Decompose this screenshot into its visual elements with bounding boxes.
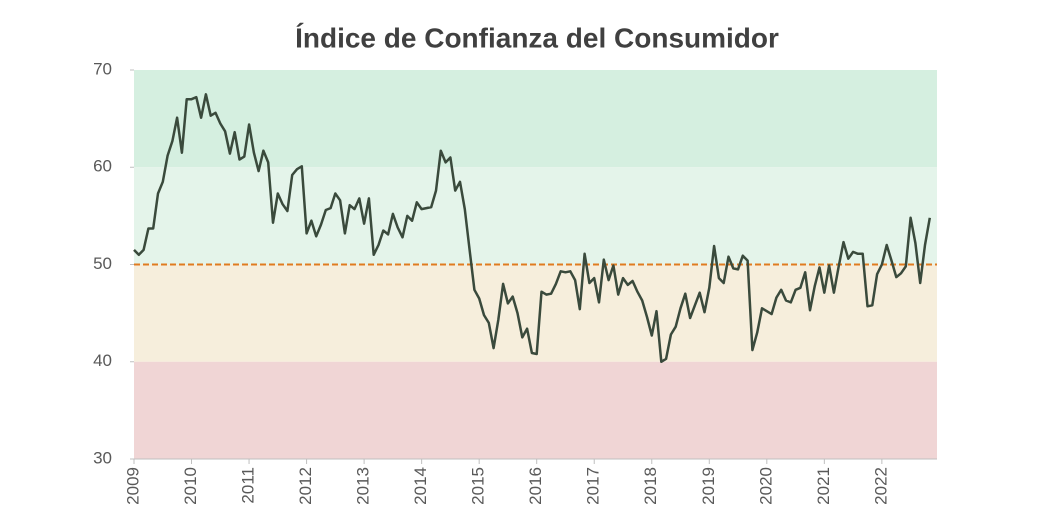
x-tick-label: 2019	[699, 467, 718, 505]
x-tick-label: 2015	[469, 467, 488, 505]
x-tick-label: 2009	[123, 467, 142, 505]
x-tick-label: 2017	[584, 467, 603, 505]
x-tick-label: 2021	[814, 467, 833, 505]
x-tick-label: 2014	[411, 467, 430, 505]
x-tick-label: 2013	[354, 467, 373, 505]
y-tick-label: 60	[93, 157, 112, 176]
x-tick-label: 2016	[526, 467, 545, 505]
y-tick-label: 70	[93, 59, 112, 78]
x-tick-label: 2020	[756, 467, 775, 505]
zone-band	[134, 361, 937, 459]
chart-title: Índice de Confianza del Consumidor	[295, 22, 779, 53]
y-tick-label: 50	[93, 254, 112, 273]
series-line	[133, 93, 932, 364]
zone-band	[134, 167, 937, 265]
x-tick-label: 2022	[871, 467, 890, 505]
x-tick-label: 2012	[296, 467, 315, 505]
y-tick-label: 30	[93, 448, 112, 467]
x-tick-label: 2010	[181, 467, 200, 505]
zone-band	[134, 70, 937, 168]
x-tick-label: 2018	[641, 467, 660, 505]
x-tick-label: 2011	[239, 467, 258, 504]
y-tick-label: 40	[93, 351, 112, 370]
